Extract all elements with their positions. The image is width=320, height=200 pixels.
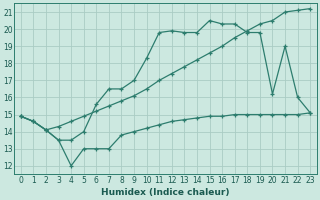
- X-axis label: Humidex (Indice chaleur): Humidex (Indice chaleur): [101, 188, 230, 197]
